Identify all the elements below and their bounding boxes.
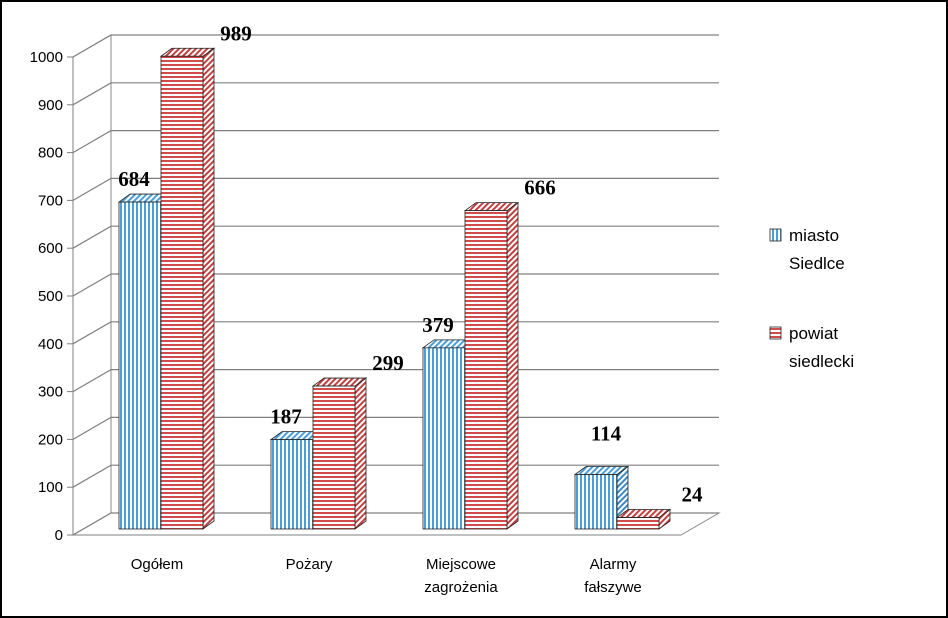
- y-tick-label: 0: [55, 527, 63, 544]
- bars: 684 989 187 299 379 666 114 24: [117, 21, 704, 530]
- bar-side: [202, 47, 215, 530]
- y-tick-label: 1000: [30, 49, 63, 66]
- bar-side: [506, 201, 519, 530]
- legend-swatch: [769, 228, 782, 242]
- legend-label: miasto: [789, 226, 839, 245]
- bar-front: [270, 439, 314, 530]
- data-label: 299: [372, 351, 404, 375]
- bar-1-1: [311, 377, 368, 530]
- y-tick-label: 300: [38, 384, 63, 401]
- data-label: 684: [118, 167, 150, 191]
- bar-front: [464, 210, 508, 530]
- bar-1-2: [463, 201, 520, 530]
- category-label: Pożary: [286, 556, 333, 573]
- bar-front: [422, 347, 466, 530]
- y-tick-label: 400: [38, 336, 63, 353]
- bar-front: [312, 385, 356, 530]
- y-tick-label: 600: [38, 240, 63, 257]
- legend-swatch: [769, 326, 782, 340]
- data-label: 114: [591, 422, 622, 446]
- y-axis-ticks: 0 100 200 300 400 500 600 700 800 900 1000: [30, 49, 74, 544]
- data-label: 379: [422, 313, 454, 337]
- y-tick-label: 100: [38, 479, 63, 496]
- bar-side: [354, 377, 367, 530]
- legend-label: Siedlce: [789, 254, 845, 273]
- gridline: [72, 130, 719, 154]
- category-label: Alarmy: [590, 556, 637, 573]
- bar-front: [160, 55, 204, 530]
- data-label: 989: [220, 21, 252, 45]
- data-label: 666: [524, 176, 556, 200]
- y-tick-label: 200: [38, 431, 63, 448]
- legend-label: powiat: [789, 324, 838, 343]
- bar-front: [118, 201, 162, 530]
- y-tick-label: 900: [38, 97, 63, 114]
- bar-front: [574, 474, 618, 530]
- bar-1-3: [615, 508, 672, 530]
- category-label: Miejscowe: [426, 556, 496, 573]
- data-label: 24: [682, 483, 704, 507]
- legend: miasto Siedlce powiat siedlecki: [769, 226, 854, 371]
- bar-front: [616, 517, 660, 530]
- category-label: fałszywe: [584, 579, 642, 596]
- y-tick-label: 700: [38, 192, 63, 209]
- data-label: 187: [270, 405, 302, 429]
- category-label: zagrożenia: [424, 579, 498, 596]
- gridline: [72, 177, 719, 201]
- category-label: Ogółem: [131, 556, 184, 573]
- y-tick-label: 800: [38, 145, 63, 162]
- gridline: [72, 34, 719, 58]
- bar-1-0: [159, 47, 216, 530]
- x-axis-labels: Ogółem Pożary Miejscowe zagrożenia Alarmy fał…: [73, 534, 681, 596]
- y-tick-label: 500: [38, 288, 63, 305]
- gridline: [72, 82, 719, 106]
- legend-label: siedlecki: [789, 352, 854, 371]
